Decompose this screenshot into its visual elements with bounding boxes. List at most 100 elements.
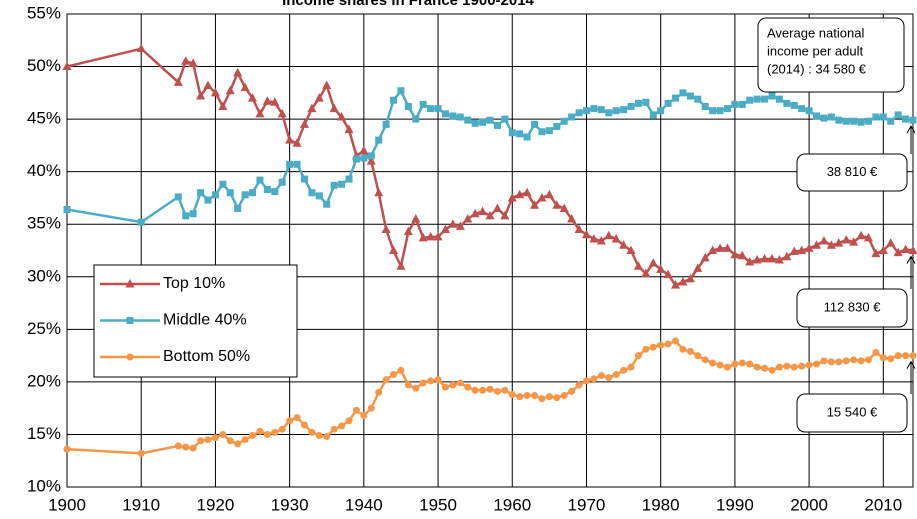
marker xyxy=(433,231,443,241)
marker xyxy=(181,56,191,65)
marker xyxy=(411,213,421,223)
marker xyxy=(790,101,798,109)
y-tick-label: 55% xyxy=(27,3,61,22)
marker xyxy=(440,224,450,233)
marker xyxy=(879,354,887,362)
marker xyxy=(479,386,487,394)
y-tick-label: 30% xyxy=(27,266,61,285)
marker xyxy=(256,176,264,184)
marker xyxy=(508,129,516,137)
marker xyxy=(575,109,583,117)
marker xyxy=(798,105,806,113)
y-tick-label: 50% xyxy=(27,56,61,75)
marker xyxy=(137,218,145,226)
marker xyxy=(249,189,257,197)
marker xyxy=(545,393,553,401)
marker xyxy=(63,206,71,214)
marker xyxy=(211,434,219,442)
marker xyxy=(330,425,338,433)
marker xyxy=(197,437,205,445)
marker xyxy=(286,160,294,168)
x-tick-label: 1990 xyxy=(716,495,754,514)
marker xyxy=(241,436,249,444)
marker xyxy=(835,116,843,124)
marker xyxy=(478,206,488,216)
marker xyxy=(277,108,287,118)
marker xyxy=(582,107,590,115)
marker xyxy=(731,360,739,368)
marker xyxy=(863,232,873,242)
marker xyxy=(271,428,279,436)
marker xyxy=(136,43,146,53)
legend-label: Middle 40% xyxy=(163,312,247,329)
marker xyxy=(581,229,591,239)
marker xyxy=(805,107,813,115)
marker xyxy=(568,387,576,395)
marker xyxy=(686,347,694,355)
marker xyxy=(878,245,888,254)
marker xyxy=(418,232,428,242)
marker xyxy=(500,210,510,220)
marker xyxy=(256,427,264,435)
marker xyxy=(620,106,628,114)
marker xyxy=(225,85,235,95)
marker xyxy=(834,238,844,247)
marker xyxy=(850,356,858,364)
marker xyxy=(649,111,657,119)
marker xyxy=(182,443,190,451)
marker xyxy=(456,113,464,121)
marker xyxy=(286,417,294,425)
marker xyxy=(507,192,517,202)
annotation-box xyxy=(796,153,908,192)
marker xyxy=(798,362,806,370)
marker xyxy=(249,431,257,439)
marker xyxy=(902,115,910,123)
marker xyxy=(329,103,339,113)
marker xyxy=(642,98,650,106)
marker xyxy=(768,92,776,100)
marker xyxy=(596,236,606,245)
marker xyxy=(730,249,740,259)
marker xyxy=(323,433,331,441)
marker xyxy=(738,100,746,108)
marker xyxy=(189,444,197,452)
x-tick-label: 1950 xyxy=(419,495,457,514)
marker xyxy=(886,238,896,247)
marker xyxy=(768,366,776,374)
marker xyxy=(419,379,427,387)
marker xyxy=(804,243,814,252)
marker xyxy=(679,345,687,353)
y-tick-label: 25% xyxy=(27,319,61,338)
annotation-box xyxy=(796,288,908,328)
marker xyxy=(694,352,702,360)
marker xyxy=(560,392,568,400)
marker xyxy=(619,240,629,249)
marker xyxy=(464,116,472,124)
marker xyxy=(182,212,190,220)
marker xyxy=(240,82,250,92)
marker xyxy=(404,102,412,110)
marker xyxy=(611,233,621,243)
marker xyxy=(894,111,902,119)
marker xyxy=(672,337,680,345)
marker xyxy=(723,363,731,371)
marker xyxy=(374,187,384,197)
marker xyxy=(382,376,390,384)
marker xyxy=(731,100,739,108)
marker xyxy=(204,196,212,204)
marker xyxy=(516,393,524,401)
marker xyxy=(597,372,605,380)
marker xyxy=(909,352,917,360)
chart-title: Income shares in France 1900-2014 xyxy=(282,0,534,9)
marker xyxy=(709,107,717,115)
marker xyxy=(338,422,346,430)
marker xyxy=(323,200,331,208)
marker xyxy=(300,175,308,183)
marker xyxy=(708,245,718,254)
marker xyxy=(671,280,681,289)
marker xyxy=(278,425,286,433)
marker xyxy=(427,105,435,113)
marker xyxy=(330,181,338,189)
marker xyxy=(359,145,369,155)
